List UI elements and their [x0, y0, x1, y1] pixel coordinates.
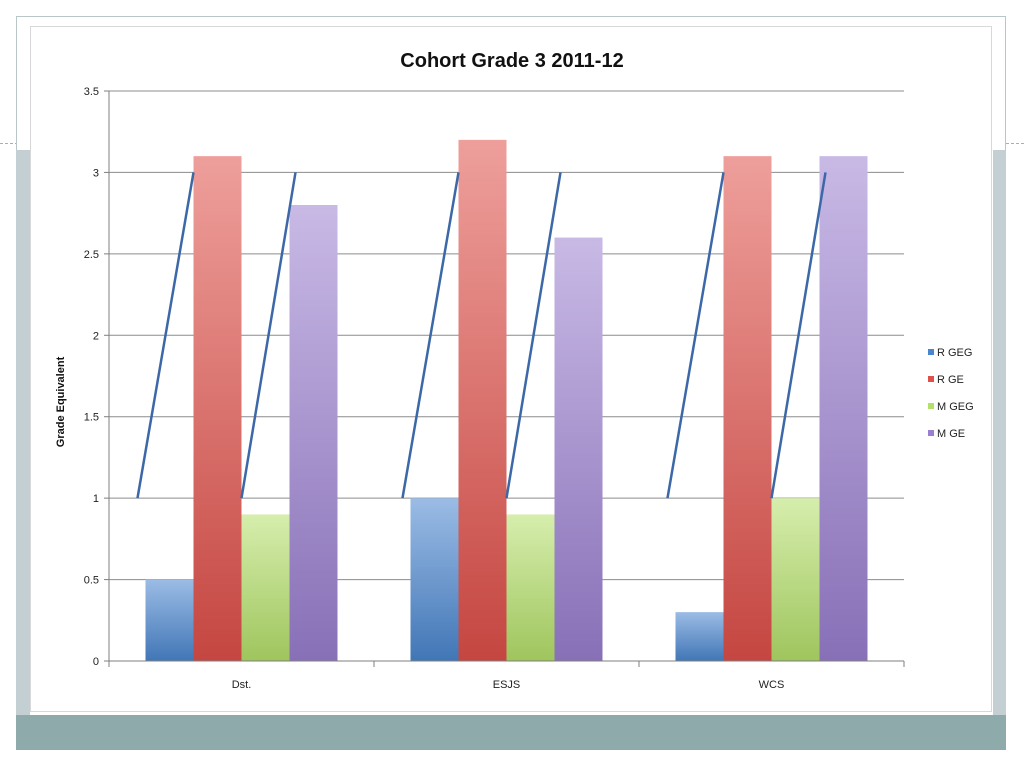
annotation-line [505, 172, 562, 499]
x-tick-label: Dst. [232, 679, 252, 691]
bar-m-ge [819, 156, 868, 661]
legend-swatch [928, 349, 934, 355]
annotation-line [240, 172, 297, 499]
chart-area: Cohort Grade 3 2011-12 Grade Equivalent … [30, 26, 992, 712]
slide-bottom-band [16, 715, 1006, 750]
y-tick-label: 1.5 [84, 412, 99, 424]
legend-swatch [928, 403, 934, 409]
legend-swatch [928, 430, 934, 436]
annotation-line [136, 172, 195, 499]
bar-m-geg [506, 514, 555, 661]
bar-r-ge [193, 156, 242, 661]
bar-r-geg [145, 579, 194, 661]
slide-side-band-left [16, 150, 30, 715]
legend-swatch [928, 376, 934, 382]
legend: R GEG R GE M GEG M GE [928, 347, 974, 440]
bar-r-geg [410, 498, 459, 661]
x-tick-label: WCS [759, 679, 785, 691]
legend-label: R GEG [937, 347, 972, 359]
y-tick-label: 2 [93, 330, 99, 342]
chart-title: Cohort Grade 3 2011-12 [400, 50, 623, 72]
annotation-line [770, 172, 827, 499]
y-tick-label: 3.5 [84, 86, 99, 98]
bar-r-ge [723, 156, 772, 661]
y-axis-label: Grade Equivalent [55, 356, 67, 447]
bar-m-geg [241, 514, 290, 661]
y-tick-label: 0.5 [84, 575, 99, 587]
y-tick-label: 0 [93, 656, 99, 668]
annotation-line [666, 172, 725, 499]
bar-chart: Cohort Grade 3 2011-12 Grade Equivalent … [55, 50, 974, 691]
annotation-line [401, 172, 460, 499]
bar-m-geg [771, 498, 820, 661]
slide-side-band-right [993, 150, 1006, 715]
axes: 0 0.5 1 1.5 2 2.5 3 3.5 Dst. ESJS WCS [84, 86, 905, 691]
bar-r-ge [458, 139, 507, 661]
x-tick-label: ESJS [493, 679, 521, 691]
y-tick-label: 3 [93, 167, 99, 179]
bar-m-ge [289, 205, 338, 661]
bar-r-geg [675, 612, 724, 661]
legend-label: M GE [937, 428, 965, 440]
bar-m-ge [554, 237, 603, 662]
y-tick-label: 2.5 [84, 249, 99, 261]
bars [145, 139, 868, 662]
legend-label: R GE [937, 374, 964, 386]
annotation-lines [136, 172, 827, 499]
y-tick-label: 1 [93, 493, 99, 505]
legend-label: M GEG [937, 401, 974, 413]
